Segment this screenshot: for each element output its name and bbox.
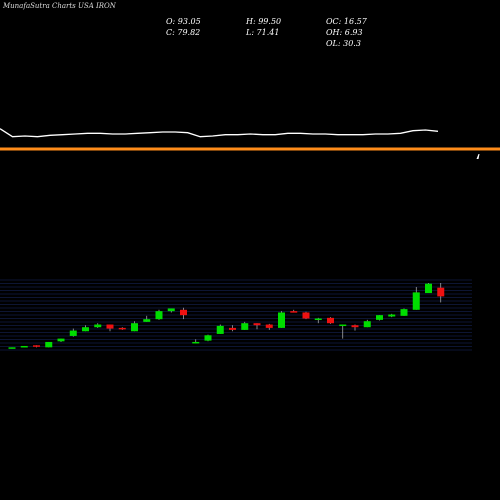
candle-body-up xyxy=(216,325,224,334)
candle-body-down xyxy=(118,327,126,330)
candle xyxy=(265,323,273,330)
upper-indicator-line xyxy=(0,128,439,138)
candle-body-up xyxy=(69,330,77,336)
stat-oc: OC: 16.57 xyxy=(326,17,367,26)
candle-body-up xyxy=(155,311,163,320)
candle xyxy=(106,324,114,332)
candle-body-down xyxy=(302,312,310,319)
candle-body-down xyxy=(180,309,187,316)
candle xyxy=(339,324,347,339)
stat-low: L: 71.41 xyxy=(246,28,280,37)
candle-body-down xyxy=(437,287,445,297)
candle xyxy=(180,307,187,320)
candle-body-up xyxy=(388,314,396,317)
stat-ol: OL: 30.3 xyxy=(326,39,361,48)
candle xyxy=(253,323,261,330)
candle-body-down xyxy=(290,311,298,313)
candle xyxy=(143,315,151,322)
candles xyxy=(8,283,445,349)
candle xyxy=(400,308,408,316)
candle xyxy=(216,324,224,334)
candle xyxy=(241,321,249,330)
candle-body-up xyxy=(167,308,175,312)
candle-body-up xyxy=(278,312,285,328)
stat-open: O: 93.05 xyxy=(166,17,201,26)
candle xyxy=(388,313,396,318)
brand-title: MunafaSutra Charts USA IRON xyxy=(3,2,116,10)
candle-body-down xyxy=(351,325,359,328)
candle-body-down xyxy=(265,324,273,328)
candle-body-up xyxy=(339,324,347,327)
candle-body-down xyxy=(33,345,40,347)
candle-body-up xyxy=(412,292,420,310)
candle xyxy=(290,309,298,313)
candle xyxy=(314,317,322,324)
candle xyxy=(167,308,175,313)
candle xyxy=(425,283,432,294)
candle xyxy=(437,283,445,303)
marker-glyph xyxy=(476,154,480,159)
candle-body-up xyxy=(425,283,432,294)
candle-body-up xyxy=(314,318,322,321)
candle-body-down xyxy=(327,317,334,324)
candle xyxy=(82,325,89,332)
reference-line xyxy=(0,147,500,151)
candle xyxy=(351,324,359,331)
candle xyxy=(8,347,16,349)
candle-body-up xyxy=(241,323,249,330)
candle-body-up xyxy=(204,335,212,341)
candle-body-up xyxy=(143,319,151,322)
candle xyxy=(69,328,77,337)
candle xyxy=(376,315,383,321)
candle-body-up xyxy=(57,338,65,342)
candle-body-up xyxy=(131,323,138,332)
candle xyxy=(192,339,200,344)
candle xyxy=(94,323,102,328)
candle-body-up xyxy=(20,345,28,348)
stat-high: H: 99.50 xyxy=(246,17,282,26)
candle xyxy=(278,311,285,328)
candle xyxy=(57,338,65,342)
stat-close: C: 79.82 xyxy=(166,28,201,37)
candle-body-up xyxy=(400,309,408,316)
candle xyxy=(131,321,138,332)
candle-body-down xyxy=(229,327,236,330)
candle-body-up xyxy=(45,341,53,348)
candle-body-up xyxy=(82,327,89,332)
candle-body-up xyxy=(8,347,16,349)
stat-oh: OH: 6.93 xyxy=(326,28,363,37)
candle-body-up xyxy=(192,341,200,344)
candle xyxy=(363,319,371,328)
candle xyxy=(204,334,212,342)
candle xyxy=(302,311,310,320)
candle xyxy=(118,327,126,330)
candle-body-up xyxy=(363,321,371,328)
candle-body-up xyxy=(94,324,102,328)
candle-body-up xyxy=(376,315,383,320)
candle xyxy=(229,325,236,332)
candle xyxy=(412,287,420,310)
candle xyxy=(155,309,163,320)
candle xyxy=(327,317,334,324)
candle-body-down xyxy=(106,324,114,329)
candle xyxy=(45,341,53,348)
candle xyxy=(20,345,28,348)
candle-body-down xyxy=(253,323,261,326)
candle xyxy=(33,345,40,348)
